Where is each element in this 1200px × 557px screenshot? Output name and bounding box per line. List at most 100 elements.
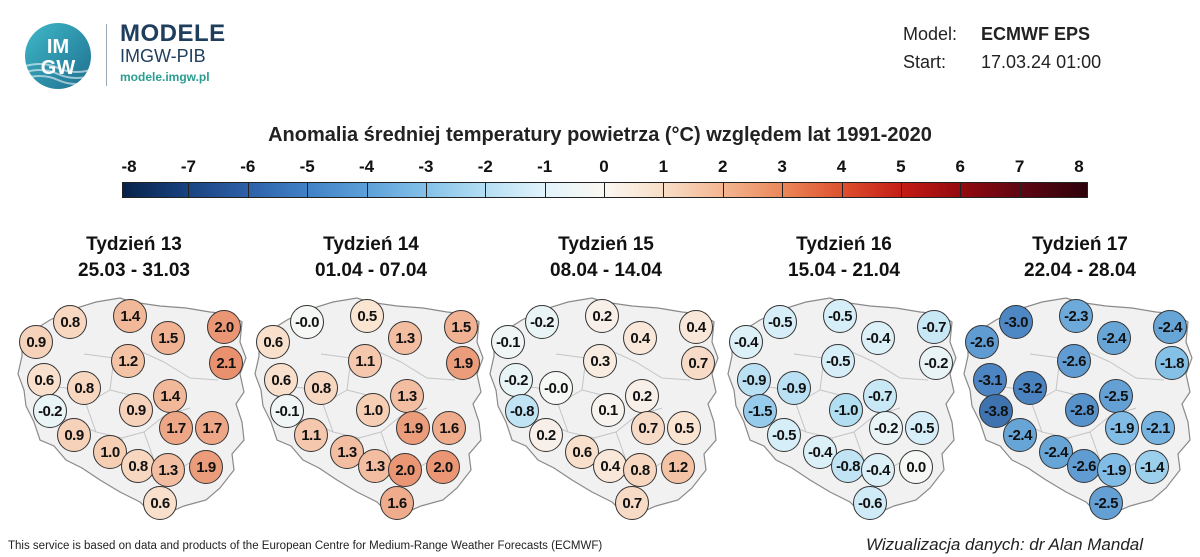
anomaly-bubble: -0.5 [763, 305, 797, 339]
anomaly-bubble: 1.6 [432, 411, 466, 445]
anomaly-bubble: 2.0 [388, 453, 422, 487]
anomaly-bubble: 1.9 [446, 346, 480, 380]
anomaly-bubble: -0.5 [905, 411, 939, 445]
anomaly-bubble: -1.0 [829, 393, 863, 427]
anomaly-bubble: 0.6 [565, 435, 599, 469]
anomaly-bubble: -2.6 [965, 325, 999, 359]
scale-tick [663, 182, 665, 198]
brand-url[interactable]: modele.imgw.pl [120, 70, 210, 84]
anomaly-bubble: -0.6 [853, 486, 887, 520]
anomaly-bubble: -0.0 [539, 371, 573, 405]
anomaly-bubble: 1.3 [390, 379, 424, 413]
scale-label: 0 [599, 157, 609, 176]
panel-title: Tydzień 17 22.04 - 28.04 [960, 232, 1200, 284]
anomaly-bubble: 0.0 [899, 450, 933, 484]
week-panel: Tydzień 13 25.03 - 31.03 0.9 0.8 1.4 1.5 2.0 2.… [14, 230, 254, 520]
anomaly-bubble: -0.0 [290, 305, 324, 339]
scale-label: -4 [358, 157, 375, 176]
anomaly-bubble: -0.1 [491, 325, 525, 359]
bubble-layer: -0.4 -0.5 -0.5 -0.4 -0.7 -0.2 -0.5 -0.9 -0.9 -0.7… [724, 292, 964, 520]
anomaly-bubble: 1.6 [380, 486, 414, 520]
region-border [1109, 361, 1165, 381]
anomaly-bubble: 0.6 [27, 363, 61, 397]
anomaly-bubble: -2.6 [1067, 449, 1101, 483]
anomaly-bubble: 1.3 [358, 449, 392, 483]
scale-label: 4 [836, 157, 847, 176]
anomaly-bubble: 0.8 [304, 371, 338, 405]
scale-label: -8 [121, 157, 137, 176]
scale-tick [960, 182, 962, 198]
color-scale-bar [122, 182, 1088, 198]
anomaly-bubble: -0.5 [767, 418, 801, 452]
anomaly-bubble: 0.5 [667, 411, 701, 445]
anomaly-bubble: -0.5 [821, 344, 855, 378]
scale-tick [188, 182, 190, 198]
anomaly-bubble: -0.2 [525, 305, 559, 339]
anomaly-bubble: 1.3 [388, 321, 422, 355]
anomaly-bubble: 0.9 [119, 393, 153, 427]
scale-tick [485, 182, 487, 198]
brand-title: MODELE [120, 20, 226, 47]
footer-credit: Wizualizacja danych: dr Alan Mandal [866, 535, 1144, 554]
main-title: Anomalia średniej temperatury powietrza … [268, 124, 932, 146]
anomaly-bubble: -2.1 [1141, 411, 1175, 445]
scale-label: 1 [658, 157, 669, 176]
start-label: Start: [903, 52, 947, 72]
panel-title: Tydzień 13 25.03 - 31.03 [14, 232, 254, 284]
model-label: Model: [903, 24, 958, 44]
week-label: Tydzień 14 [323, 234, 419, 255]
week-panel: Tydzień 16 15.04 - 21.04 -0.4 -0.5 -0.5 -0.4-… [724, 230, 964, 520]
anomaly-bubble: 0.6 [256, 325, 290, 359]
anomaly-bubble: 1.5 [444, 310, 478, 344]
scale-label: -1 [537, 157, 553, 176]
week-label: Tydzień 17 [1032, 234, 1128, 255]
anomaly-bubble: 0.8 [623, 453, 657, 487]
scale-tick [841, 182, 843, 198]
anomaly-bubble: -0.4 [861, 321, 895, 355]
anomaly-bubble: 1.7 [195, 411, 229, 445]
anomaly-bubble: -2.4 [1003, 418, 1037, 452]
anomaly-bubble: 1.1 [294, 418, 328, 452]
scale-labels: -8 -7 -6 -5 -4 -3 -2 -1 0 1 2 3 4 5 6 7 8 [0, 157, 1200, 181]
anomaly-bubble: 0.4 [623, 321, 657, 355]
scale-tick [1019, 182, 1021, 198]
anomaly-bubble: 2.0 [426, 450, 460, 484]
anomaly-bubble: -2.5 [1099, 379, 1133, 413]
scale-label: -2 [477, 157, 493, 176]
anomaly-bubble: -3.1 [973, 363, 1007, 397]
anomaly-bubble: -0.4 [861, 453, 895, 487]
anomaly-bubble: 1.0 [356, 393, 390, 427]
scale-label: 6 [955, 157, 965, 176]
anomaly-bubble: 1.1 [348, 344, 382, 378]
anomaly-bubble: -2.3 [1059, 299, 1093, 333]
scale-tick [782, 182, 784, 198]
scale-tick [604, 182, 605, 198]
anomaly-bubble: -2.5 [1089, 486, 1123, 520]
anomaly-bubble: -0.2 [869, 411, 903, 445]
footer-attribution: This service is based on data and produc… [8, 540, 603, 552]
region-border [400, 361, 456, 381]
scale-label: -3 [418, 157, 434, 176]
date-range: 08.04 - 14.04 [550, 260, 662, 281]
anomaly-bubble: 2.1 [209, 346, 243, 380]
bubble-layer: 0.6 -0.0 0.5 1.3 1.5 1.9 1.1 0.6 0.8 1.3 -0.1 1.0 1.… [251, 292, 491, 520]
region-border [635, 361, 691, 381]
anomaly-bubble: -1.9 [1105, 411, 1139, 445]
anomaly-bubble: 1.4 [153, 379, 187, 413]
week-panel: Tydzień 17 22.04 - 28.04 -2.6 -3.0 -2.3 -2.4-… [960, 230, 1200, 520]
week-panel: Tydzień 15 08.04 - 14.04 -0.1 -0.2 0.2 0.4 0.4… [486, 230, 726, 520]
scale-label: -6 [240, 157, 256, 176]
anomaly-bubble: -3.2 [1013, 371, 1047, 405]
week-label: Tydzień 13 [86, 234, 182, 255]
model-value: ECMWF EPS [981, 24, 1091, 44]
start-row: Start: 17.03.24 01:00 [903, 52, 1101, 73]
anomaly-bubble: -0.2 [33, 394, 67, 428]
panel-title: Tydzień 14 01.04 - 07.04 [251, 232, 491, 284]
anomaly-bubble: 2.0 [207, 310, 241, 344]
panel-title: Tydzień 16 15.04 - 21.04 [724, 232, 964, 284]
anomaly-bubble: 0.1 [591, 393, 625, 427]
anomaly-bubble: 0.7 [631, 411, 665, 445]
scale-label: 8 [1074, 157, 1084, 176]
anomaly-bubble: 0.2 [529, 418, 563, 452]
anomaly-bubble: 1.9 [396, 411, 430, 445]
